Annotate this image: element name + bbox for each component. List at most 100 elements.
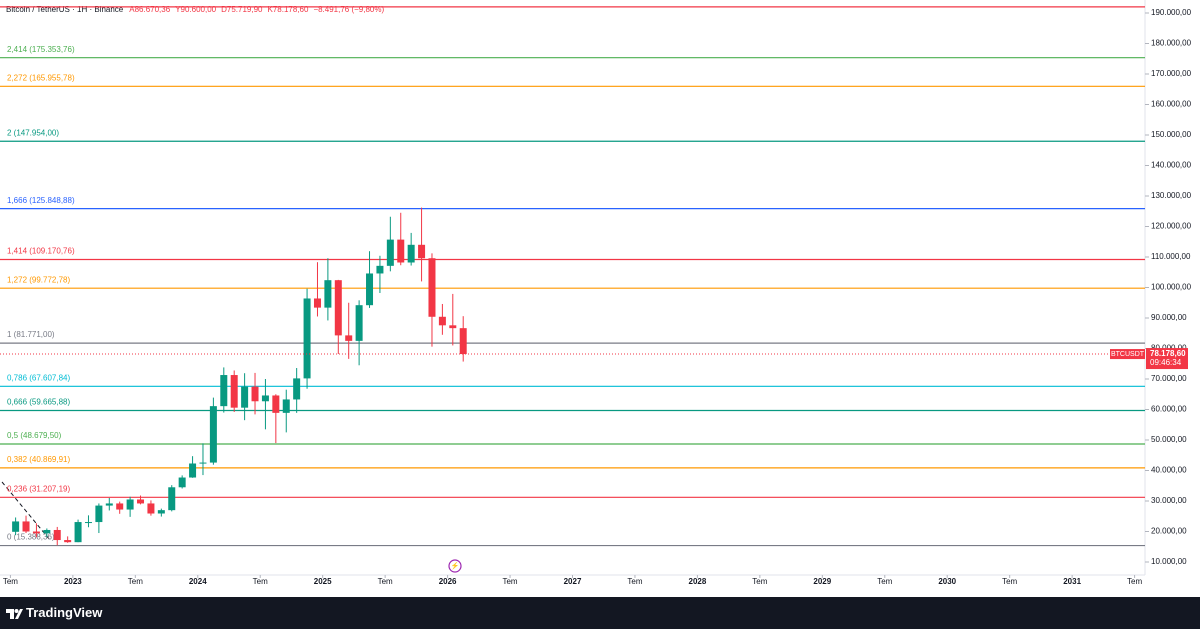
candle-body	[438, 316, 446, 326]
candle-body	[64, 540, 72, 543]
fib-label: 1,666 (125.848,88)	[7, 196, 75, 205]
candle-body	[199, 462, 207, 464]
candle-body	[251, 386, 259, 402]
ohlc-value: A86.670,36	[129, 5, 170, 14]
y-tick-label: 120.000,00	[1151, 222, 1192, 231]
candle-body	[116, 503, 124, 510]
x-tick-label: Tem	[752, 577, 767, 586]
candle-body	[12, 521, 20, 532]
fib-label: 0,786 (67.607,84)	[7, 373, 70, 382]
candle-body	[386, 239, 394, 266]
y-tick-label: 190.000,00	[1151, 8, 1192, 17]
candle-body	[407, 244, 415, 263]
trend-drawing	[1, 481, 51, 541]
y-tick-label: 40.000,00	[1151, 466, 1187, 475]
candle-body	[293, 378, 301, 400]
y-tick-label: 130.000,00	[1151, 191, 1192, 200]
brand-logo	[6, 609, 23, 619]
fib-label: 2 (147.954,00)	[7, 128, 59, 137]
candle-body	[230, 375, 238, 408]
candle-body	[282, 399, 290, 413]
candle-body	[261, 395, 269, 402]
x-tick-label: Tem	[378, 577, 393, 586]
event-icon[interactable]	[448, 559, 462, 573]
candle-body	[334, 280, 342, 336]
fib-label: 0,666 (59.665,88)	[7, 398, 70, 407]
x-tick-label: 2031	[1063, 577, 1081, 586]
x-tick-label: Tem	[128, 577, 143, 586]
y-tick-label: 110.000,00	[1151, 252, 1191, 261]
candle-body	[137, 499, 145, 504]
fib-label: 1,272 (99.772,78)	[7, 275, 70, 284]
x-tick-label: Tem	[1002, 577, 1017, 586]
candle-body	[324, 280, 332, 308]
x-tick-label: Tem	[3, 577, 18, 586]
candle-body	[272, 395, 280, 413]
candle-body	[241, 386, 249, 408]
fib-label: 0,382 (40.869,91)	[7, 455, 70, 464]
fib-label: 2,272 (165.955,78)	[7, 73, 75, 82]
x-tick-label: 2029	[813, 577, 831, 586]
candle-body	[397, 239, 405, 263]
candle-body	[366, 273, 374, 306]
fib-label: 0,5 (48.679,50)	[7, 431, 62, 440]
candle-body	[43, 529, 51, 534]
candle-body	[53, 529, 61, 541]
x-tick-label: 2023	[64, 577, 82, 586]
y-tick-label: 60.000,00	[1151, 405, 1187, 414]
x-tick-label: 2025	[314, 577, 332, 586]
y-tick-label: 140.000,00	[1151, 161, 1192, 170]
candle-body	[418, 244, 426, 259]
brand-name: TradingView	[26, 605, 103, 620]
y-tick-label: 90.000,00	[1151, 313, 1187, 322]
fib-label: 0,236 (31.207,19)	[7, 484, 70, 493]
x-tick-label: Tem	[1127, 577, 1142, 586]
x-tick-label: 2030	[938, 577, 956, 586]
ohlc-value: Y90.600,00	[175, 5, 216, 14]
candle-body	[209, 406, 217, 463]
candle-body	[84, 522, 92, 524]
x-tick-label: 2026	[439, 577, 457, 586]
candle-body	[459, 328, 467, 355]
candle-body	[189, 463, 197, 478]
fib-label: 1,414 (109.170,76)	[7, 247, 75, 256]
candle-body	[22, 521, 30, 532]
ohlc-value: D75.719,90	[221, 5, 263, 14]
event-icon-glyph: ⚡	[451, 561, 460, 570]
y-tick-label: 170.000,00	[1151, 69, 1192, 78]
y-tick-label: 180.000,00	[1151, 39, 1192, 48]
y-tick-label: 150.000,00	[1151, 130, 1192, 139]
symbol-badge	[1110, 349, 1145, 360]
ohlc-value: −8.491,76 (−9,80%)	[313, 5, 384, 14]
candle-body	[449, 325, 457, 329]
fib-label: 2,414 (175.353,76)	[7, 45, 75, 54]
countdown: 09:46:34	[1150, 358, 1182, 367]
candle-body	[105, 503, 113, 506]
candle-body	[303, 298, 311, 379]
x-tick-label: Tem	[502, 577, 517, 586]
fib-label: 1 (81.771,00)	[7, 330, 55, 339]
footer: TradingView	[0, 597, 1200, 629]
candle-body	[220, 375, 228, 407]
candle-body	[355, 305, 363, 341]
x-tick-label: Tem	[877, 577, 892, 586]
candle-body	[428, 258, 436, 317]
candle-body	[74, 522, 82, 543]
y-tick-label: 100.000,00	[1151, 283, 1192, 292]
x-tick-label: Tem	[253, 577, 268, 586]
x-tick-label: 2028	[689, 577, 707, 586]
candle-body	[376, 265, 384, 274]
x-tick-label: 2027	[564, 577, 582, 586]
candle-body	[32, 531, 40, 534]
candle-body	[168, 487, 176, 511]
y-tick-label: 50.000,00	[1151, 435, 1187, 444]
fib-label: 0 (15.388,36)	[7, 533, 55, 542]
last-price-label: 78.178,60	[1150, 349, 1186, 358]
y-tick-label: 160.000,00	[1151, 100, 1192, 109]
candle-body	[178, 477, 186, 488]
x-tick-label: Tem	[627, 577, 642, 586]
y-tick-label: 10.000,00	[1151, 557, 1187, 566]
symbol-label: BTCUSDT	[1111, 351, 1145, 358]
candle-body	[157, 510, 165, 514]
